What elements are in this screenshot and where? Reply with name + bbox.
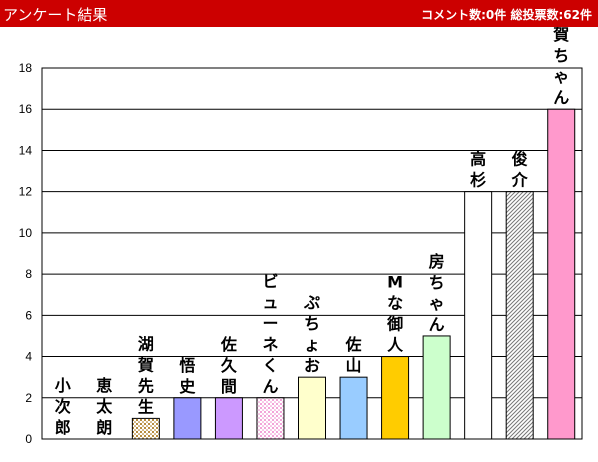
y-tick-label: 14 [19,143,33,157]
bar-label: 恵太朗 [95,376,113,437]
chart-bars [131,108,576,440]
votes-count-unit: 件 [579,8,592,22]
votes-count-label: 総投票数: [510,8,564,22]
bar-label: 佐久間 [220,335,238,396]
bar [464,191,493,440]
comment-count-unit: 件 [494,8,507,22]
bar-label: ぷちょお [303,293,320,375]
y-tick-label: 4 [25,350,32,364]
bar-label: 小次郎 [55,376,71,437]
bar-label: ビューネくん [262,272,278,396]
vote-bar-chart: 0 2 4 6 8 10 12 14 16 18 小次郎 恵太朗 湖賀先生 悟史 佐久間 ビューネくん ぷちょ… [19,27,583,446]
bar [298,376,326,440]
bar-label: M な御人 [386,273,404,355]
bar [173,397,202,440]
bar [214,397,243,440]
bar [505,191,534,440]
bar [339,376,368,440]
header-bar: アンケート結果 コメント数:0件 総投票数:62件 [0,0,598,27]
y-tick-label: 2 [25,391,32,405]
y-tick-label: 8 [25,267,32,281]
bar-label: 悟史 [179,356,196,396]
y-axis-ticks: 0 2 4 6 8 10 12 14 16 18 [19,61,33,446]
votes-count: 62 [563,8,580,22]
bar-label: 房ちゃん [429,252,445,334]
bar [422,335,451,440]
bar-label: 須賀ちゃん [552,27,570,107]
survey-stats: コメント数:0件 総投票数:62件 [421,6,592,23]
bar [547,108,576,440]
comment-count: 0 [485,8,495,22]
y-tick-label: 18 [19,61,33,75]
y-tick-label: 6 [25,308,32,322]
bar-label: 佐山 [345,335,362,375]
comment-count-label: コメント数: [421,8,486,22]
plot-area-frame [41,67,583,440]
bar-label: 高杉 [470,150,486,190]
bar-label: 俊介 [511,150,529,190]
bar [256,397,285,440]
page-title: アンケート結果 [3,6,108,24]
y-tick-label: 12 [19,185,33,199]
bar [131,417,160,440]
bar-label: 湖賀先生 [137,334,154,416]
bar [381,356,410,440]
y-tick-label: 16 [19,102,33,116]
y-tick-label: 0 [25,432,32,446]
y-tick-label: 10 [19,226,33,240]
